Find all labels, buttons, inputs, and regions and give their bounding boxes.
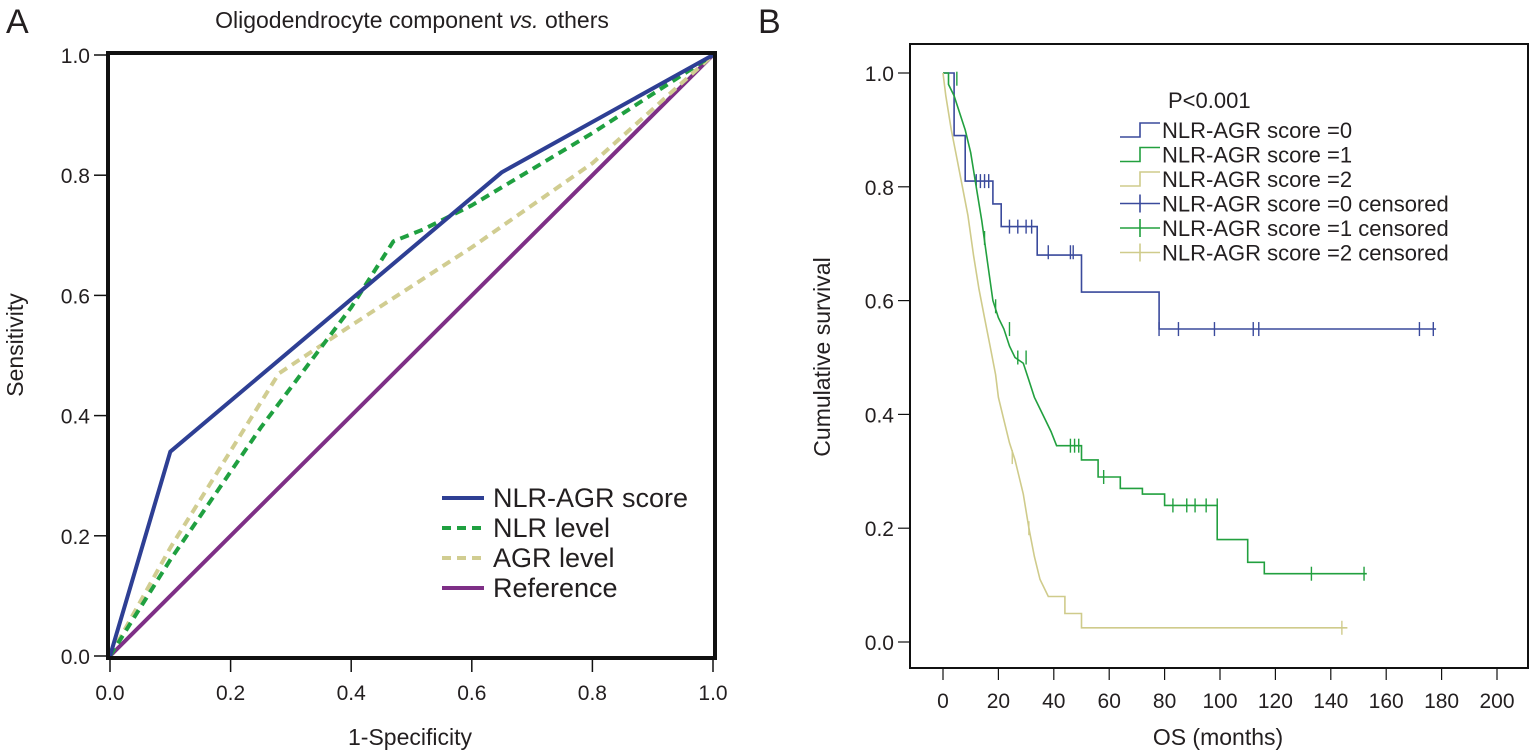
panel-b-p-value: P<0.001: [1168, 88, 1251, 113]
panel-a-title: Oligodendrocyte component vs. others: [215, 7, 609, 33]
roc-curve-agr-level: [108, 53, 715, 657]
x-tick-label: 0.6: [457, 682, 486, 705]
y-tick-label: 0.2: [61, 526, 90, 549]
km-curve-nlr-agr-score-1: [943, 72, 1367, 575]
legend-swatch-nlr-agr-score-2: [1120, 171, 1160, 187]
panel-a-plot-frame: [106, 51, 717, 660]
panel-a-title-main: Oligodendrocyte component: [215, 7, 503, 33]
x-tick-label: 0.2: [216, 682, 245, 705]
x-tick-label: 0.8: [578, 682, 607, 705]
panel-a-ylabel: Sensitivity: [2, 293, 28, 397]
panel-a-ticks: 0.0 0.2 0.4 0.6 0.8 1.0 0.0 0.2 0.4 0.6 0.8 1.0: [61, 45, 728, 705]
x-tick-label: 1.0: [698, 682, 727, 705]
legend-label-reference: Reference: [493, 573, 618, 603]
legend-label-agr-level: AGR level: [493, 543, 615, 573]
panel-a-curves: [108, 53, 715, 658]
legend-swatch-nlr-agr-score-0: [1120, 122, 1160, 138]
x-tick-label: 180: [1424, 690, 1459, 713]
y-tick-label: 0.8: [865, 177, 894, 200]
roc-curve-nlr-level: [108, 53, 715, 658]
km-curve-nlr-agr-score-2: [942, 72, 1348, 629]
legend-label-nlr-agr-score-2-censored: NLR-AGR score =2 censored: [1162, 241, 1449, 266]
panel-b-survival-chart: B 0 20 40 60 80 100 120 140 160 180 200 0.0 0.2 0.4 0.…: [758, 3, 1529, 750]
x-tick-label: 200: [1479, 690, 1514, 713]
panel-b-curves: [942, 71, 1437, 635]
panel-a-title-end: others: [545, 7, 609, 33]
panel-b-ylabel: Cumulative survival: [809, 257, 835, 456]
x-tick-label: 0.0: [95, 682, 124, 705]
roc-curve-reference: [108, 53, 715, 658]
legend-label-nlr-agr-score-0-censored: NLR-AGR score =0 censored: [1162, 192, 1449, 217]
y-tick-label: 0.6: [865, 291, 894, 314]
legend-swatch-nlr-agr-score-1: [1120, 146, 1160, 163]
x-tick-label: 120: [1258, 690, 1293, 713]
y-tick-label: 1.0: [865, 63, 894, 86]
y-tick-label: 0.4: [865, 404, 895, 427]
km-curve-nlr-agr-score-0: [943, 72, 1437, 330]
panel-b-xlabel: OS (months): [1153, 724, 1283, 750]
panel-a-letter: A: [6, 3, 29, 41]
x-tick-label: 0: [937, 690, 949, 713]
legend-label-nlr-agr-score-1: NLR-AGR score =1: [1162, 143, 1352, 168]
x-tick-label: 160: [1369, 690, 1404, 713]
x-tick-label: 80: [1153, 690, 1176, 713]
x-tick-label: 140: [1313, 690, 1348, 713]
y-tick-label: 0.4: [61, 406, 91, 429]
x-tick-label: 40: [1042, 690, 1065, 713]
y-tick-label: 0.8: [61, 165, 90, 188]
panel-b-ticks: 0 20 40 60 80 100 120 140 160 180 200 0.0 0.2 0.4 0.6 0…: [865, 63, 1515, 713]
panel-a-title-vs: vs.: [509, 7, 538, 33]
panel-b-plot-frame: [909, 43, 1529, 669]
roc-curve-nlr-agr-score: [108, 53, 714, 657]
y-tick-label: 0.0: [61, 646, 90, 669]
panel-b-letter: B: [758, 3, 781, 41]
x-tick-label: 100: [1202, 690, 1237, 713]
y-tick-label: 0.0: [865, 632, 894, 655]
y-tick-label: 0.2: [865, 518, 894, 541]
legend-label-nlr-level: NLR level: [493, 513, 610, 543]
x-tick-label: 60: [1098, 690, 1121, 713]
panel-a-xlabel: 1-Specificity: [348, 724, 472, 750]
y-tick-label: 0.6: [61, 285, 90, 308]
x-tick-label: 20: [987, 690, 1010, 713]
legend-label-nlr-agr-score-2: NLR-AGR score =2: [1162, 167, 1352, 192]
panel-a-roc-chart: A Oligodendrocyte component vs. others 0…: [2, 3, 728, 750]
legend-label-nlr-agr-score: NLR-AGR score: [493, 483, 688, 513]
x-tick-label: 0.4: [337, 682, 367, 705]
legend-label-nlr-agr-score-0: NLR-AGR score =0: [1162, 118, 1352, 143]
y-tick-label: 1.0: [61, 45, 90, 68]
legend-label-nlr-agr-score-1-censored: NLR-AGR score =1 censored: [1162, 216, 1449, 241]
